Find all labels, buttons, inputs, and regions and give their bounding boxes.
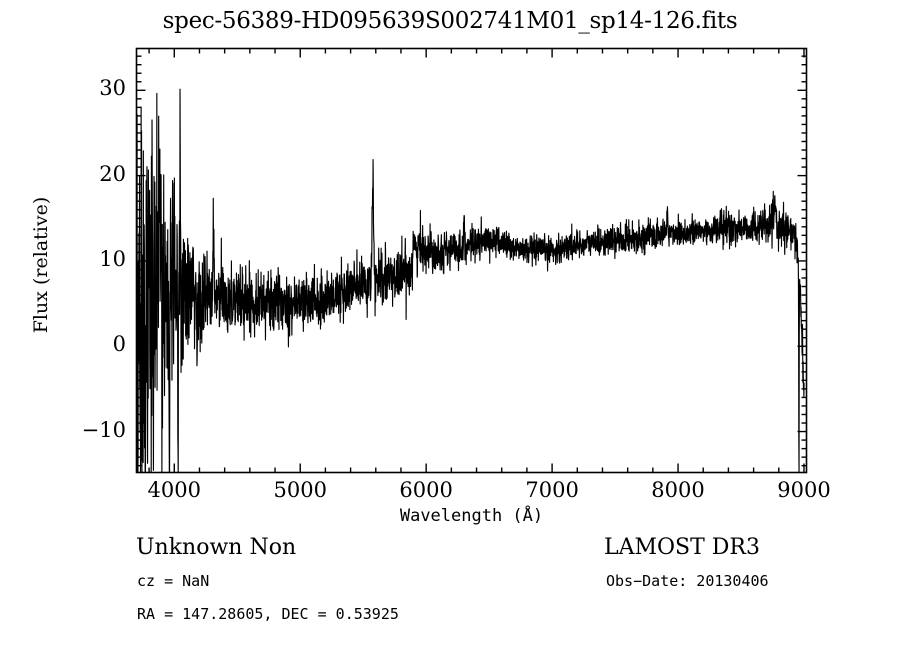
y-tick-label: −10 [81, 417, 126, 442]
x-tick-label: 7000 [525, 478, 579, 502]
y-tick-label: 10 [99, 246, 126, 271]
coordinates-label: RA = 147.28605, DEC = 0.53925 [137, 605, 399, 623]
y-tick-label: 20 [99, 161, 126, 186]
object-class-label: Unknown Non [136, 535, 297, 560]
x-tick-label: 6000 [399, 478, 453, 502]
survey-label: LAMOST DR3 [604, 535, 760, 560]
x-tick-label: 8000 [651, 478, 705, 502]
spectrum-line [136, 88, 805, 473]
y-tick-label: 0 [112, 332, 126, 357]
x-axis-label: Wavelength (Å) [399, 506, 544, 526]
x-tick-label: 5000 [273, 478, 327, 502]
redshift-label: cz = NaN [137, 572, 210, 590]
x-tick-label: 4000 [147, 478, 201, 502]
x-tick-label: 9000 [777, 478, 831, 502]
y-tick-label: 30 [99, 76, 126, 101]
observation-date-label: Obs−Date: 20130406 [606, 572, 769, 590]
page-title: spec-56389-HD095639S002741M01_sp14-126.f… [162, 8, 738, 34]
